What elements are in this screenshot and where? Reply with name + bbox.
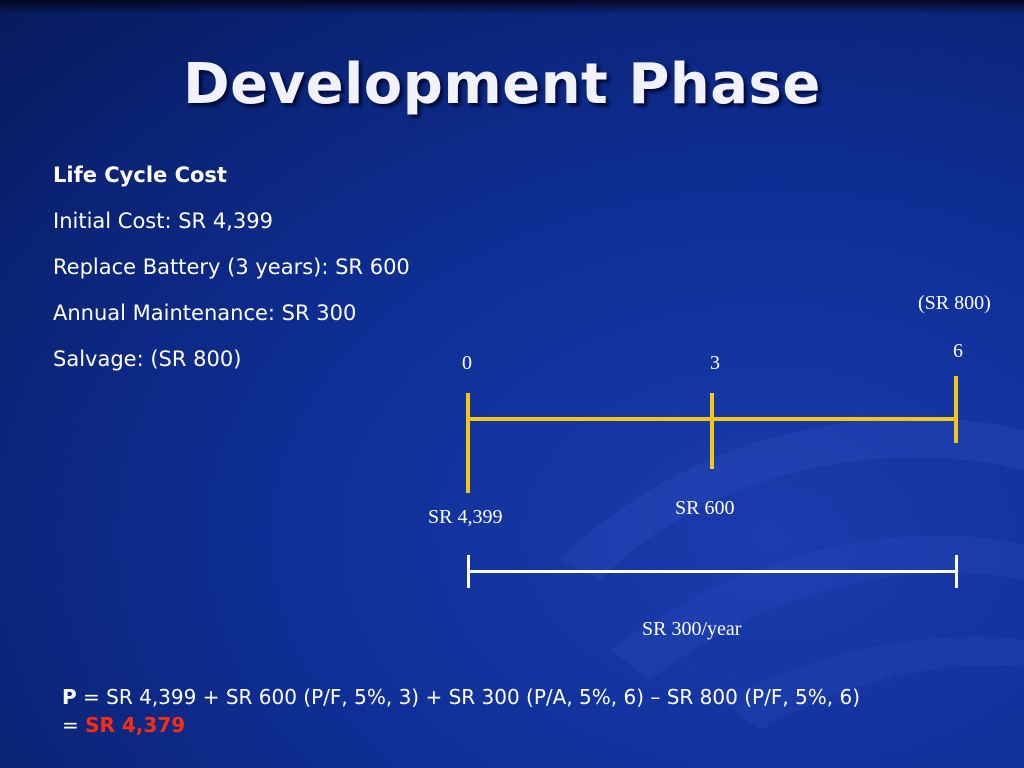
annual-maintenance-label: SR 300/year (642, 618, 742, 640)
battery-cost-label: SR 600 (675, 497, 735, 519)
annual-bracket-end (955, 555, 958, 588)
formula-equals: = (62, 713, 86, 737)
formula-line-1: P = SR 4,399 + SR 600 (P/F, 5%, 3) + SR … (62, 683, 992, 711)
period-label-3: 3 (710, 352, 720, 374)
list-item-initial-cost: Initial Cost: SR 4,399 (53, 209, 273, 233)
initial-cost-label: SR 4,399 (428, 506, 503, 528)
period-label-0: 0 (462, 352, 472, 374)
formula-result: SR 4,379 (85, 713, 186, 737)
cost-list: Life Cycle Cost Initial Cost: SR 4,399 R… (53, 160, 410, 390)
slide-title: Development Phase (183, 52, 821, 117)
battery-cost-arrow (710, 393, 714, 469)
salvage-arrow (954, 376, 958, 443)
list-item-salvage: Salvage: (SR 800) (53, 347, 242, 371)
formula-expression: = SR 4,399 + SR 600 (P/F, 5%, 3) + SR 30… (76, 685, 861, 709)
initial-cost-arrow (466, 393, 470, 493)
formula-line-2: = SR 4,379 (62, 711, 992, 739)
annual-bracket-line (468, 570, 958, 573)
annual-bracket-start (467, 555, 470, 588)
list-item-battery: Replace Battery (3 years): SR 600 (53, 255, 410, 279)
list-item-maintenance: Annual Maintenance: SR 300 (53, 301, 357, 325)
period-label-6: 6 (953, 340, 963, 362)
present-worth-formula: P = SR 4,399 + SR 600 (P/F, 5%, 3) + SR … (62, 683, 992, 739)
salvage-label: (SR 800) (918, 292, 991, 314)
formula-variable: P (62, 685, 77, 709)
top-band (0, 0, 1024, 14)
list-heading: Life Cycle Cost (53, 163, 227, 187)
